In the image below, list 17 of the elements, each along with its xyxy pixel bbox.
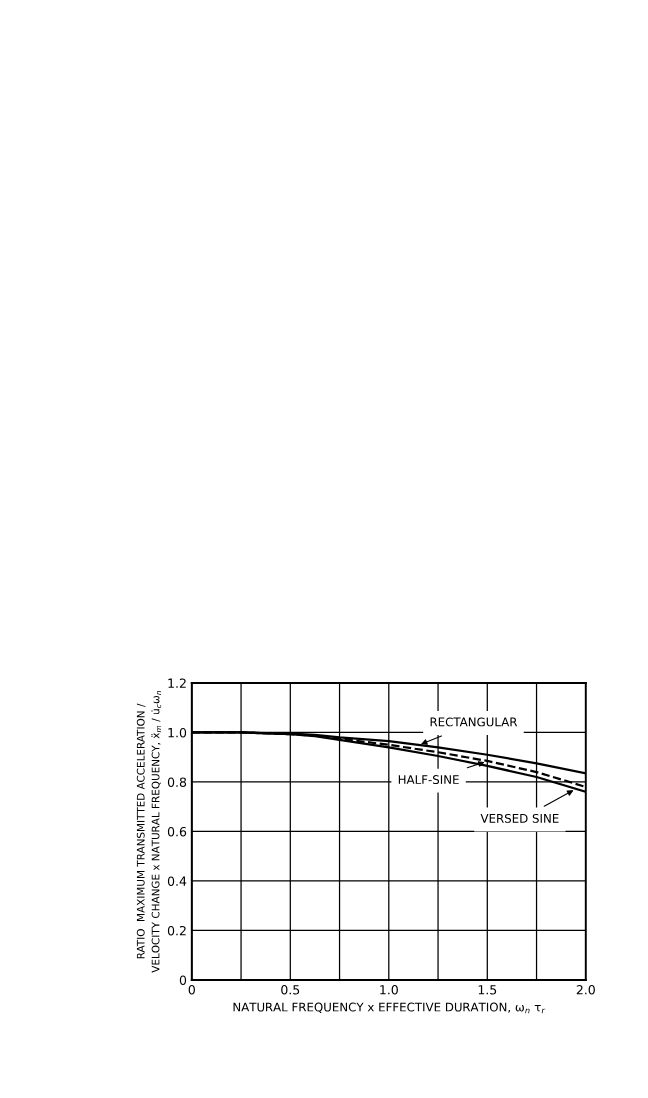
x-tick-label: 0.5: [281, 985, 300, 995]
y-tick-label: 1.0: [168, 727, 187, 738]
y-tick-label: 0: [179, 975, 187, 985]
x-axis-title: NATURAL FREQUENCY x EFFECTIVE DURATION, ω$_{n}$ τ$_{r}$: [233, 1002, 546, 1014]
x-tick-label: 2.0: [576, 985, 595, 995]
y-tick-label: 0.6: [167, 826, 187, 837]
y-axis-title: RATIO MAXIMUM TRANSMITTED ACCELERATION / VELOCITY CHANGE x NATURAL FREQUENCY, ẍ$_{m}$ / u̇$_{c}$ω$_{n}$: [136, 691, 162, 973]
y-tick-label: 1.2: [168, 678, 186, 688]
x-tick-label: 1.0: [380, 985, 398, 995]
y-tick-label: 0.2: [167, 925, 186, 936]
annotation: HALF-SINE: [398, 775, 459, 785]
annotation: RECTANGULAR: [430, 717, 518, 727]
annotation: VERSED SINE: [480, 813, 559, 823]
x-tick-label: 0: [188, 985, 195, 995]
y-tick-label: 0.4: [167, 876, 187, 886]
y-tick-label: 0.8: [167, 777, 187, 787]
x-tick-label: 1.5: [478, 985, 497, 995]
